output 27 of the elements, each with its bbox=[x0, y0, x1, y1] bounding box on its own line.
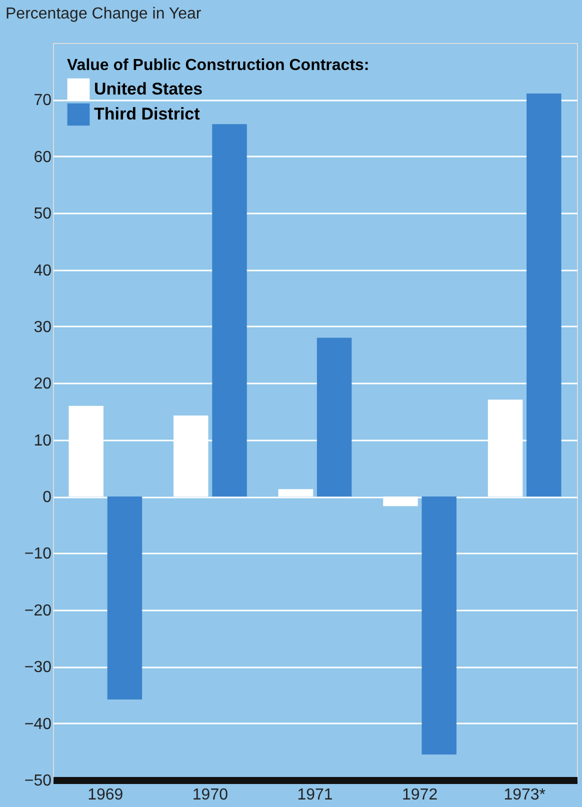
legend-title: Value of Public Construction Contracts: bbox=[67, 57, 370, 74]
y-tick-label: 10 bbox=[34, 432, 52, 450]
legend-label: Third District bbox=[94, 104, 200, 124]
y-tick-label: 30 bbox=[34, 318, 52, 336]
y-tick-label: 20 bbox=[34, 376, 52, 393]
y-tick-label: −50 bbox=[24, 772, 52, 790]
y-tick-label: −10 bbox=[24, 546, 52, 563]
bar bbox=[212, 124, 247, 497]
y-axis-title: Percentage Change in Year bbox=[6, 6, 202, 22]
bar bbox=[316, 338, 352, 497]
x-tick-label: 1971 bbox=[297, 786, 333, 804]
bar bbox=[526, 93, 562, 497]
bar bbox=[107, 496, 142, 700]
x-tick-label: 1973* bbox=[504, 786, 546, 804]
y-tick-label: −20 bbox=[24, 602, 52, 620]
y-tick-label: 70 bbox=[34, 92, 52, 110]
y-tick-label: 40 bbox=[34, 262, 52, 280]
y-tick-label: 50 bbox=[34, 206, 52, 223]
y-tick-label: −40 bbox=[24, 716, 52, 733]
y-tick-label: 60 bbox=[34, 148, 52, 166]
y-tick-label: 0 bbox=[42, 489, 52, 506]
bar bbox=[422, 496, 456, 754]
y-tick-label: −30 bbox=[24, 659, 52, 676]
legend-label: United States bbox=[94, 80, 203, 98]
x-tick-label: 1972 bbox=[402, 786, 438, 804]
x-tick-label: 1969 bbox=[88, 786, 124, 804]
x-tick-label: 1970 bbox=[192, 786, 228, 804]
